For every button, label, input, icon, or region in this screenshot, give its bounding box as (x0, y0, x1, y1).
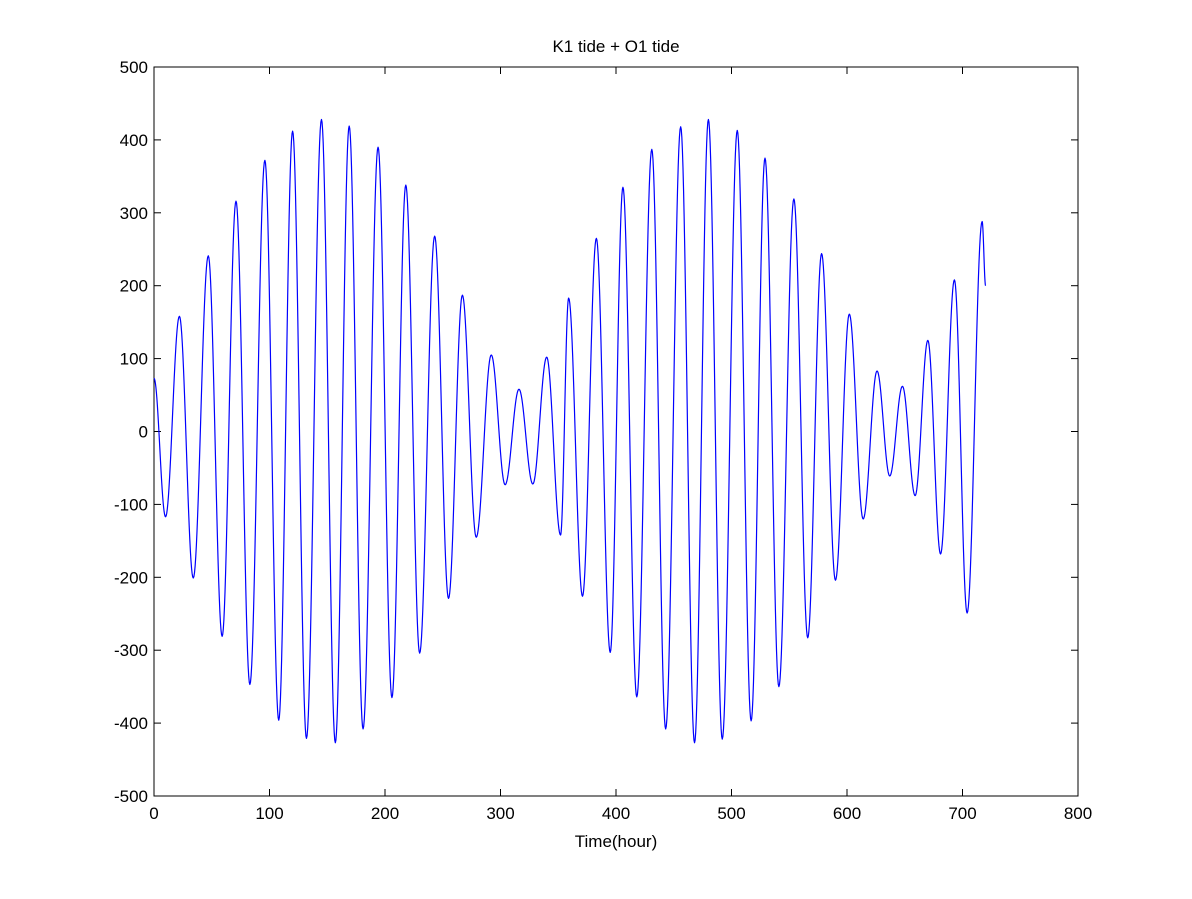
x-tick-label: 500 (717, 804, 745, 823)
chart-title: K1 tide + O1 tide (552, 37, 679, 56)
y-tick-label: 400 (120, 131, 148, 150)
x-tick-label: 200 (371, 804, 399, 823)
y-tick-label: 200 (120, 277, 148, 296)
x-tick-label: 800 (1064, 804, 1092, 823)
x-tick-label: 0 (149, 804, 158, 823)
y-tick-label: -200 (114, 568, 148, 587)
x-tick-label: 600 (833, 804, 861, 823)
y-tick-label: 300 (120, 204, 148, 223)
y-tick-label: -500 (114, 787, 148, 806)
plot-area: 0 100 200 300 400 500 600 700 800 -500 -400 -300 -20… (114, 58, 1092, 823)
y-tick-label: 500 (120, 58, 148, 77)
series-line (153, 118, 987, 744)
y-tick-label: -100 (114, 495, 148, 514)
y-tick-label: 100 (120, 350, 148, 369)
x-tick-label: 300 (486, 804, 514, 823)
y-tick-label: -300 (114, 641, 148, 660)
x-tick-label: 700 (948, 804, 976, 823)
y-tick-label: 0 (139, 423, 148, 442)
y-tick-label: -400 (114, 714, 148, 733)
x-tick-label: 100 (255, 804, 283, 823)
x-axis-label: Time(hour) (575, 832, 658, 851)
x-tick-label: 400 (602, 804, 630, 823)
